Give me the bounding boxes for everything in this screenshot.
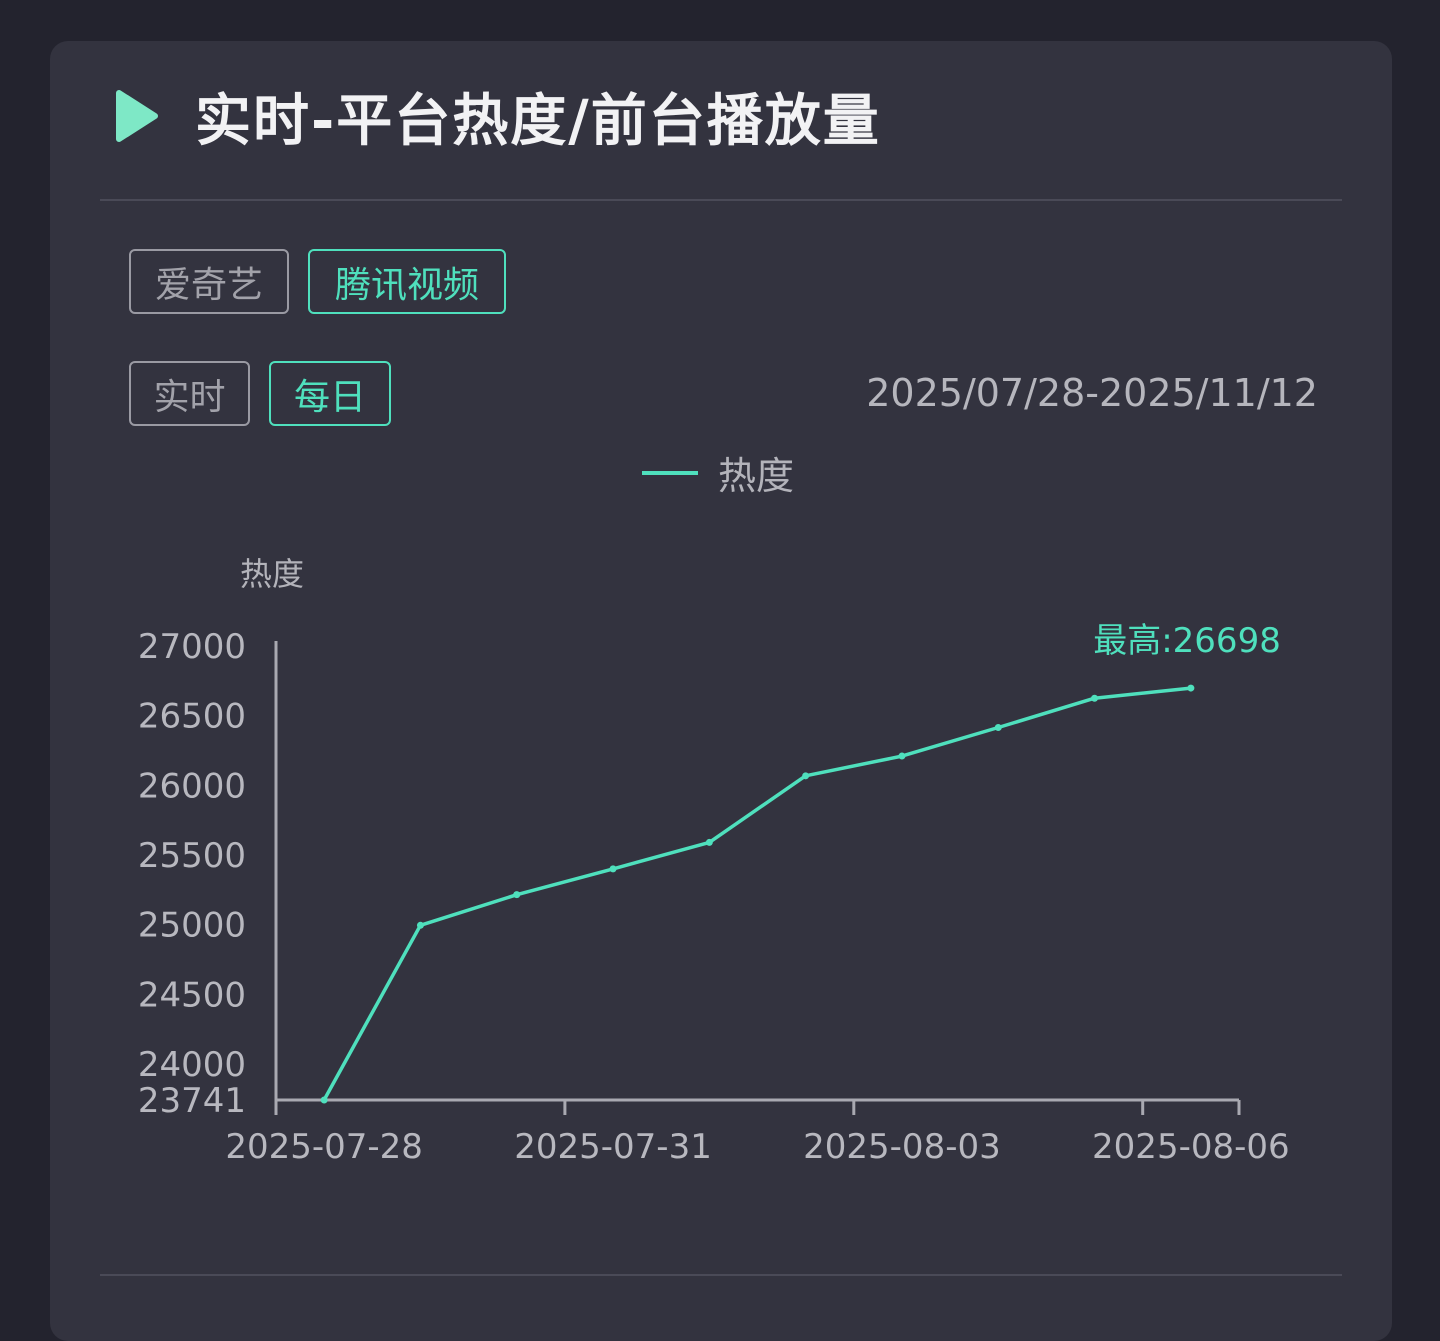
data-point: [1187, 684, 1195, 692]
data-point: [994, 723, 1002, 731]
x-tick-label: 2025-08-03: [803, 1127, 1001, 1167]
tab-realtime[interactable]: 实时: [129, 361, 250, 426]
x-tick-label: 2025-07-28: [225, 1127, 423, 1167]
max-value-annotation: 最高:26698: [1093, 621, 1281, 661]
y-tick-label: 27000: [138, 627, 246, 667]
data-point: [320, 1096, 328, 1104]
x-tick-label: 2025-07-31: [514, 1127, 712, 1167]
y-tick-label: 23741: [138, 1081, 246, 1121]
y-tick-label: 24000: [138, 1045, 246, 1085]
y-axis-title: 热度: [240, 555, 304, 593]
header-divider: [100, 199, 1342, 201]
chart-card: 实时-平台热度/前台播放量 爱奇艺 腾讯视频 实时 每日 2025/07/28-…: [50, 41, 1392, 1341]
play-icon: [116, 90, 158, 142]
tab-tencent-video[interactable]: 腾讯视频: [308, 249, 506, 314]
chart-legend[interactable]: 热度: [642, 445, 794, 500]
y-tick-label: 25000: [138, 906, 246, 946]
data-point: [705, 838, 713, 846]
footer-divider: [100, 1274, 1342, 1276]
y-tick-label: 26000: [138, 766, 246, 806]
data-point: [609, 865, 617, 873]
tab-iqiyi[interactable]: 爱奇艺: [129, 249, 289, 314]
data-point: [416, 921, 424, 929]
y-tick-label: 24500: [138, 975, 246, 1015]
data-point: [1091, 694, 1099, 702]
data-point: [513, 891, 521, 899]
y-tick-label: 25500: [138, 836, 246, 876]
legend-line-swatch: [642, 470, 698, 475]
section-header: 实时-平台热度/前台播放量: [115, 81, 881, 154]
x-tick-label: 2025-08-06: [1092, 1127, 1290, 1167]
y-tick-label: 26500: [138, 697, 246, 737]
date-range-label: 2025/07/28-2025/11/12: [866, 371, 1318, 415]
legend-label: 热度: [718, 454, 795, 498]
page-title: 实时-平台热度/前台播放量: [195, 88, 881, 154]
data-point: [898, 752, 906, 760]
series-line-heat: [322, 686, 1191, 1101]
tab-daily[interactable]: 每日: [269, 361, 391, 426]
data-point: [802, 772, 810, 780]
